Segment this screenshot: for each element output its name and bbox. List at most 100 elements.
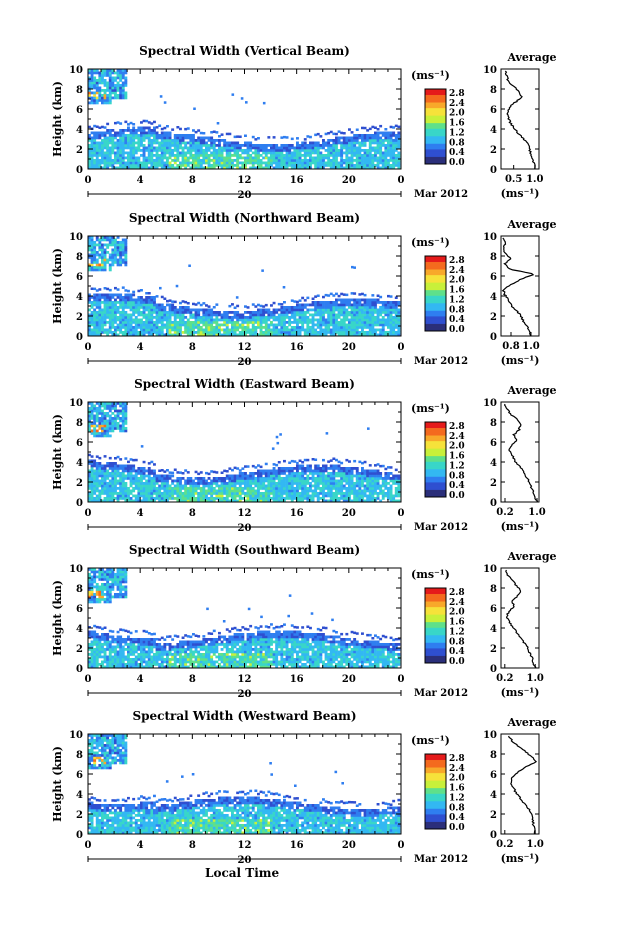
heatmap-cell [387, 136, 390, 140]
heatmap-cell [155, 166, 159, 170]
heatmap-cell [264, 161, 268, 165]
heatmap-cell [267, 489, 271, 493]
heatmap-cell [332, 472, 336, 475]
heatmap-cell [264, 151, 268, 155]
heatmap-cell [114, 487, 117, 490]
heatmap-cell [181, 154, 185, 157]
heatmap-cell [98, 489, 102, 493]
heatmap-cell [267, 308, 271, 312]
heatmap-cell [101, 243, 104, 247]
heatmap-cell [231, 323, 234, 327]
heatmap-cell [340, 318, 344, 322]
heatmap-cell [90, 166, 94, 170]
heatmap-cell [220, 164, 224, 167]
heatmap-cell [314, 141, 318, 145]
heatmap-cell [358, 492, 362, 495]
heatmap-cell [340, 151, 344, 155]
heatmap-cell [121, 151, 125, 155]
heatmap-cell [205, 156, 208, 160]
heatmap-cell [129, 164, 133, 167]
heatmap-cell [129, 313, 133, 317]
heatmap-cell [119, 74, 123, 77]
heatmap-cell [212, 489, 216, 493]
heatmap-cell [244, 477, 247, 480]
heatmap-cell [95, 71, 99, 75]
heatmap-cell [163, 146, 167, 150]
heatmap-cell [90, 131, 94, 135]
heatmap-cell [389, 295, 393, 298]
heatmap-cell [121, 474, 125, 478]
heatmap-cell [106, 462, 110, 465]
heatmap-cell [88, 144, 91, 147]
heatmap-cell [98, 474, 102, 478]
colorbar-cell [425, 94, 446, 97]
heatmap-cell [90, 251, 94, 254]
heatmap-cell [184, 479, 188, 483]
heatmap-cell [225, 333, 229, 337]
heatmap-cell [212, 149, 216, 152]
heatmap-cell [301, 499, 305, 503]
heatmap-cell [275, 499, 279, 503]
heatmap-cell [121, 311, 125, 314]
heatmap-cell [220, 492, 224, 495]
heatmap-cell [298, 149, 302, 152]
colorbar-cell [425, 141, 446, 144]
heatmap-cell [181, 499, 185, 503]
heatmap-cell [270, 321, 273, 324]
heatmap-cell [345, 136, 349, 140]
heatmap-cell [192, 321, 195, 324]
heatmap-cell [387, 326, 390, 329]
heatmap-cell [363, 141, 367, 145]
y-axis-label: Height (km) [51, 248, 64, 324]
heatmap-cell [163, 316, 167, 319]
heatmap-cell [277, 323, 281, 327]
heatmap-cell [270, 156, 273, 160]
heatmap-cell [202, 497, 206, 500]
heatmap-cell [288, 492, 292, 495]
heatmap-cell [381, 303, 385, 307]
heatmap-cell [238, 484, 242, 488]
heatmap-cell [267, 331, 271, 334]
heatmap-cell [137, 494, 141, 498]
heatmap-cell [218, 139, 221, 142]
heatmap-cell [220, 159, 224, 162]
heatmap-cell [114, 477, 117, 480]
heatmap-cell [132, 326, 136, 329]
heatmap-cell [282, 286, 286, 289]
heatmap-cell [335, 303, 338, 307]
heatmap-cell [340, 311, 344, 314]
heatmap-cell [114, 286, 117, 290]
heatmap-cell [166, 134, 169, 137]
heatmap-cell [355, 489, 359, 493]
heatmap-cell [303, 477, 307, 480]
heatmap-cell [225, 141, 229, 145]
heatmap-cell [121, 74, 125, 77]
heatmap-cell [277, 331, 281, 334]
heatmap-cell [303, 164, 307, 167]
heatmap-cell [366, 298, 370, 302]
heatmap-cell [111, 86, 115, 90]
heatmap-cell [293, 474, 297, 478]
heatmap-cell [327, 303, 331, 307]
heatmap-cell [106, 89, 110, 92]
heatmap-cell [241, 333, 245, 337]
heatmap-cell [238, 318, 242, 322]
heatmap-cell [171, 479, 175, 483]
heatmap-cell [88, 134, 91, 137]
heatmap-cell [288, 146, 292, 150]
heatmap-cell [329, 146, 333, 150]
heatmap-cell [366, 316, 370, 319]
heatmap-cell [114, 479, 117, 483]
heatmap-cell [210, 311, 214, 314]
heatmap-cell [366, 129, 370, 132]
heatmap-cell [93, 464, 97, 468]
heatmap-cell [233, 487, 237, 490]
heatmap-cell [205, 331, 208, 334]
heatmap-cell [116, 263, 120, 267]
heatmap-cell [153, 328, 156, 332]
heatmap-cell [241, 479, 245, 483]
heatmap-cell [124, 469, 128, 473]
heatmap-cell [324, 487, 328, 490]
heatmap-cell [244, 141, 247, 145]
heatmap-cell [189, 494, 193, 498]
